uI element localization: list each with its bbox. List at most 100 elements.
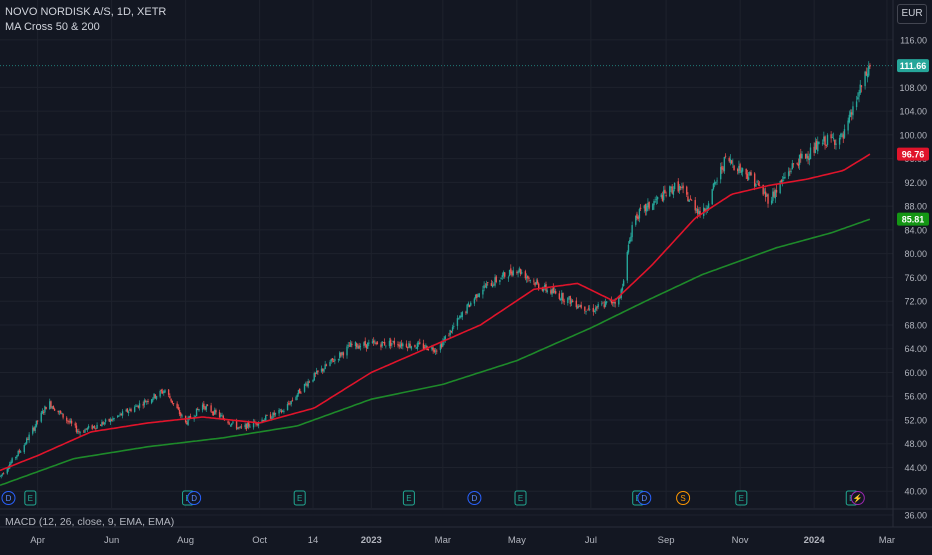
candle-body	[695, 209, 698, 211]
candle-body	[290, 400, 292, 405]
symbol-title[interactable]: NOVO NORDISK A/S, 1D, XETR	[5, 6, 167, 18]
candle-body	[52, 405, 55, 410]
candle-body	[457, 318, 460, 320]
candle-body	[470, 302, 472, 306]
candle-body	[307, 381, 309, 387]
candle-body	[835, 143, 837, 145]
candle-body	[466, 304, 468, 314]
candle-body	[538, 283, 540, 289]
candle-body	[689, 198, 692, 200]
candle-body	[715, 182, 717, 183]
candle-body	[415, 348, 417, 349]
candle-body	[0, 476, 1, 477]
candle-body	[558, 293, 561, 299]
candle-body	[817, 141, 819, 152]
candle-body	[766, 194, 768, 197]
candle-body	[485, 283, 488, 289]
candle-body	[58, 411, 61, 413]
y-tick-label: 56.00	[904, 392, 927, 402]
candle-body	[171, 400, 173, 403]
candle-body	[815, 141, 818, 150]
candle-body	[825, 145, 827, 146]
candle-body	[544, 284, 546, 288]
candle-body	[137, 405, 140, 408]
earnings-marker[interactable]: E	[514, 490, 527, 506]
candle-body	[203, 403, 205, 408]
candle-body	[68, 421, 70, 423]
candle-body	[389, 339, 392, 346]
currency-button[interactable]: EUR	[897, 4, 927, 24]
candle-body	[551, 288, 553, 295]
candle-body	[791, 163, 793, 170]
candle-body	[586, 309, 588, 311]
candle-body	[631, 225, 633, 238]
candle-body	[592, 307, 595, 312]
candle-body	[502, 272, 505, 276]
candle-body	[662, 190, 665, 201]
earnings-marker[interactable]: E	[402, 490, 415, 506]
marker-shape	[676, 491, 691, 505]
candle-body	[521, 272, 523, 274]
x-tick-label: Oct	[252, 535, 267, 546]
candle-body	[215, 410, 217, 413]
candle-body	[670, 187, 672, 188]
marker-label: D	[641, 494, 647, 503]
candle-body	[859, 84, 861, 94]
flash-marker[interactable]: ⚡	[850, 491, 865, 505]
split-marker[interactable]: S	[676, 491, 691, 505]
candle-body	[439, 344, 442, 351]
candle-body	[347, 344, 349, 346]
candle-body	[774, 190, 777, 199]
candle-body	[465, 311, 467, 313]
candle-body	[120, 413, 123, 416]
dividend-marker[interactable]: D	[1, 491, 16, 505]
candle-body	[601, 303, 603, 305]
candle-body	[501, 275, 504, 277]
dividend-marker[interactable]: D	[637, 491, 652, 505]
marker-shape	[402, 490, 415, 506]
candle-body	[621, 287, 624, 291]
x-tick-label: Apr	[30, 535, 45, 546]
candle-body	[563, 300, 565, 302]
candle-body	[323, 369, 325, 372]
candle-body	[740, 170, 743, 173]
candle-body	[730, 160, 733, 164]
candle-body	[399, 344, 402, 348]
candle-body	[842, 134, 844, 139]
candle-body	[826, 135, 829, 145]
candle-body	[365, 344, 368, 349]
candle-body	[504, 272, 506, 277]
candle-body	[637, 216, 639, 220]
candle-body	[314, 373, 317, 375]
candle-body	[248, 422, 250, 427]
macd-indicator-label[interactable]: MACD (12, 26, close, 9, EMA, EMA)	[5, 516, 175, 528]
dividend-marker[interactable]: D	[187, 491, 202, 505]
earnings-marker[interactable]: E	[735, 490, 748, 506]
candle-body	[433, 349, 436, 352]
candle-body	[511, 272, 513, 276]
candle-body	[781, 180, 784, 182]
candle-body	[280, 410, 283, 413]
candle-body	[852, 106, 854, 116]
candle-body	[626, 251, 628, 281]
earnings-marker[interactable]: E	[24, 490, 37, 506]
candle-body	[764, 191, 767, 197]
candle-body	[197, 409, 199, 410]
candle-body	[57, 410, 59, 413]
candle-body	[818, 142, 820, 144]
candle-body	[444, 336, 446, 341]
candle-body	[6, 468, 8, 474]
indicator-label[interactable]: MA Cross 50 & 200	[5, 21, 100, 33]
candle-body	[368, 342, 370, 344]
dividend-marker[interactable]: D	[467, 491, 482, 505]
candle-body	[619, 297, 621, 299]
candle-body	[758, 185, 761, 187]
candle-body	[283, 410, 285, 412]
earnings-marker[interactable]: E	[293, 490, 306, 506]
candle-body	[534, 282, 536, 286]
candle-body	[66, 417, 68, 421]
marker-shape	[187, 491, 202, 505]
candle-body	[482, 289, 484, 295]
